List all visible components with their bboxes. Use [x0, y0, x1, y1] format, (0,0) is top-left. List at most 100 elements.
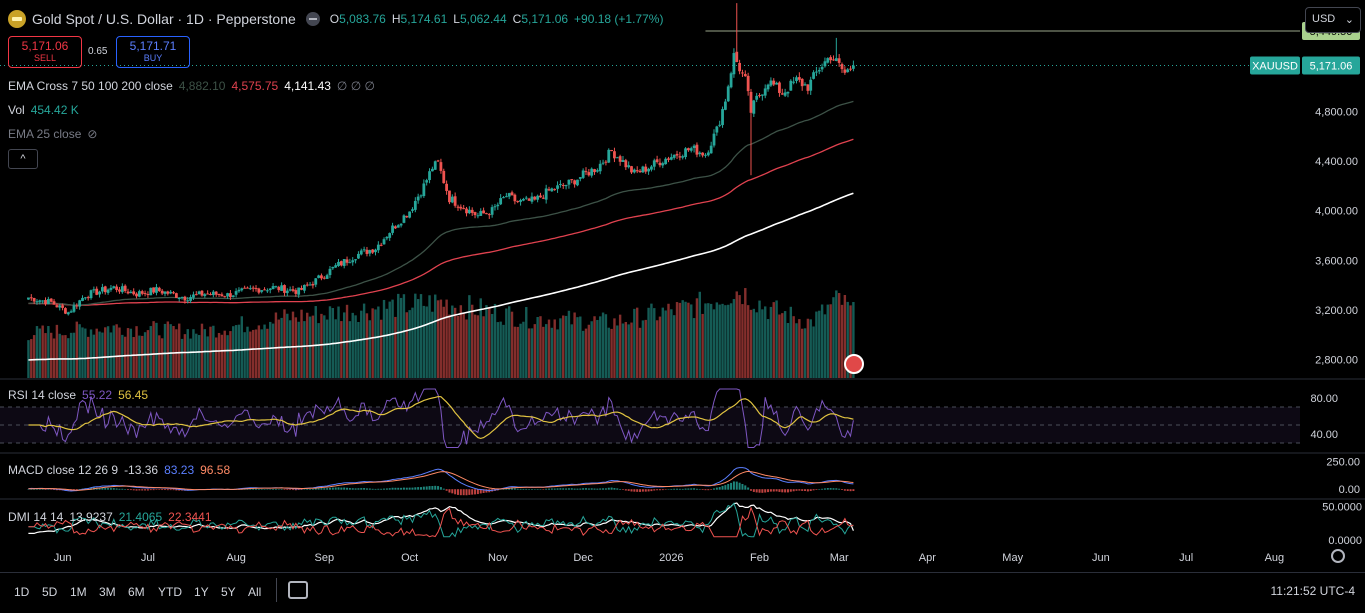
candle-body	[553, 189, 557, 191]
symbol-title[interactable]: Gold Spot / U.S. Dollar · 1D · Peppersto…	[32, 11, 296, 27]
settings-gear-icon[interactable]	[1331, 549, 1345, 563]
volume-bar	[75, 321, 79, 378]
ema200-value: 4,141.43	[284, 79, 331, 93]
ema-cross-legend[interactable]: EMA Cross 7 50 100 200 close 4,882.10 4,…	[8, 79, 375, 93]
macd-hist-bar	[619, 488, 622, 490]
candle-body	[601, 162, 605, 164]
tf-ytd-button[interactable]: YTD	[158, 585, 182, 599]
economic-event-icon[interactable]	[844, 354, 864, 374]
macd-hist-bar	[511, 487, 514, 490]
candle-body	[729, 73, 733, 88]
volume-bar	[471, 304, 474, 378]
macd-hist-bar	[132, 489, 135, 491]
candle-body	[499, 198, 503, 205]
candles	[27, 3, 855, 316]
volume-bar	[101, 332, 104, 378]
macd-hist-bar	[124, 489, 127, 490]
eye-hidden-icon[interactable]: ⊘	[87, 127, 98, 141]
low-key: L	[453, 12, 460, 26]
buy-button[interactable]: 5,171.71 BUY	[116, 36, 190, 68]
macd-hist-bar	[357, 488, 360, 490]
candle-body	[135, 293, 138, 297]
volume-bar	[257, 325, 261, 378]
candle-body	[667, 158, 670, 160]
volume-bar	[240, 316, 243, 378]
tf-5y-button[interactable]: 5Y	[221, 585, 236, 599]
candle-body	[590, 168, 594, 176]
volume-bar	[197, 335, 201, 378]
ema25-legend[interactable]: EMA 25 close ⊘	[8, 127, 97, 141]
calendar-icon[interactable]	[288, 581, 308, 599]
candle-body	[308, 284, 312, 286]
volume-bar	[263, 324, 266, 378]
volume-bar	[579, 316, 582, 378]
tf-1m-button[interactable]: 1M	[70, 585, 87, 599]
candle-body	[595, 170, 599, 172]
tf-5d-button[interactable]: 5D	[42, 585, 58, 599]
candle-body	[359, 250, 363, 255]
minus-di-line	[28, 506, 854, 538]
macd-hist-bar	[158, 489, 161, 490]
candle-body	[416, 196, 420, 201]
sell-label: SELL	[33, 53, 57, 63]
macd-hist-bar	[334, 487, 337, 490]
clock[interactable]: 11:21:52 UTC-4	[1270, 584, 1356, 598]
volume-bar	[382, 299, 386, 378]
volume-legend[interactable]: Vol 454.42 K	[8, 103, 79, 117]
volume-bar	[729, 303, 733, 378]
tf-1y-button[interactable]: 1Y	[194, 585, 209, 599]
macd-hist-bar	[269, 489, 272, 490]
ema-empty-values: ∅ ∅ ∅	[336, 79, 375, 93]
volume-bar	[38, 328, 42, 378]
tf-all-button[interactable]: All	[248, 585, 262, 599]
candle-body	[613, 151, 616, 159]
tf-3m-button[interactable]: 3M	[99, 585, 116, 599]
chart-canvas[interactable]: 5,600.004,800.004,400.004,000.003,600.00…	[0, 0, 1365, 572]
volume-bar	[126, 328, 130, 378]
volume-bar	[254, 329, 258, 378]
tf-1d-button[interactable]: 1D	[14, 585, 30, 599]
rsi-legend[interactable]: RSI 14 close 55.22 56.45	[8, 388, 148, 402]
candle-body	[664, 158, 668, 165]
candle-body	[72, 305, 76, 312]
volume-bar	[661, 307, 665, 378]
volume-bar	[311, 315, 315, 378]
macd-hist-bar	[257, 488, 260, 490]
macd-hist-bar	[439, 487, 442, 490]
symbol-tag-text: XAUUSD	[1252, 61, 1298, 73]
macd-line-value: 83.23	[164, 463, 195, 477]
candle-body	[661, 163, 665, 166]
minimize-legend-icon[interactable]	[305, 12, 320, 26]
volume-bar	[590, 321, 593, 378]
candle-body	[285, 290, 289, 294]
sell-button[interactable]: 5,171.06 SELL	[8, 36, 82, 68]
candle-body	[408, 211, 412, 218]
candle-body	[482, 210, 485, 214]
currency-select[interactable]: USD ⌄	[1305, 7, 1361, 33]
candle-body	[746, 75, 750, 92]
volume-bar	[362, 303, 366, 378]
volume-bar	[522, 321, 525, 378]
tf-6m-button[interactable]: 6M	[128, 585, 145, 599]
macd-hist-bar	[291, 489, 294, 491]
volume-bar	[525, 307, 528, 378]
candle-body	[271, 286, 275, 290]
volume-bar	[27, 340, 30, 378]
candle-body	[479, 211, 483, 216]
candle-body	[300, 288, 303, 290]
collapse-legend-button[interactable]: ^	[8, 149, 38, 169]
candle-body	[584, 171, 588, 173]
macd-hist-bar	[519, 488, 522, 490]
volume-bar	[118, 327, 121, 378]
macd-legend[interactable]: MACD close 12 26 9 -13.36 83.23 96.58	[8, 463, 230, 477]
dmi-legend[interactable]: DMI 14 14 13.9237 21.4065 22.3441	[8, 510, 212, 524]
volume-bar	[209, 326, 212, 378]
macd-hist-bar	[317, 488, 320, 490]
rsi-ma-value: 56.45	[118, 388, 149, 402]
candle-body	[502, 197, 505, 199]
candle-body	[522, 198, 525, 201]
macd-hist-bar	[169, 489, 172, 491]
volume-bar	[175, 329, 178, 378]
volume-bar	[499, 321, 502, 378]
macd-hist-bar	[744, 485, 747, 490]
